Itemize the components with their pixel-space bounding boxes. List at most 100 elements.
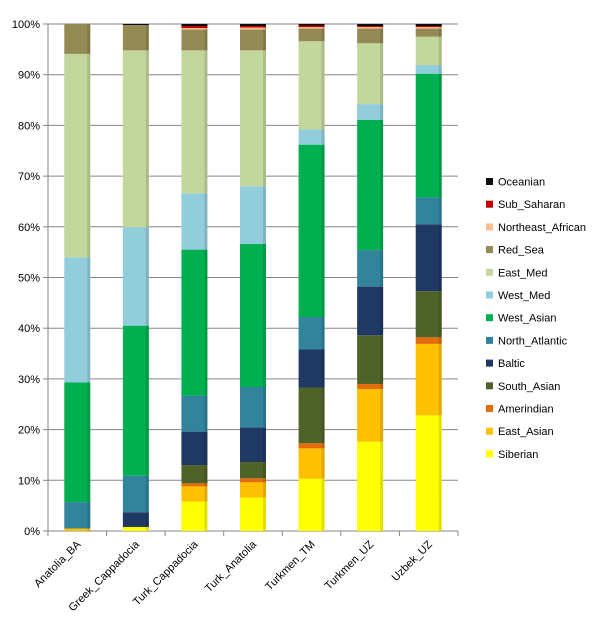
- bar-segment: [181, 28, 208, 30]
- bar-segment-shade: [263, 482, 266, 498]
- bar-segment: [181, 29, 208, 51]
- bar-segment: [122, 475, 149, 513]
- bar-segment: [122, 512, 149, 527]
- bar-segment: [122, 50, 149, 228]
- legend-label: East_Asian: [498, 426, 554, 438]
- bar-stack: [298, 24, 325, 531]
- legend-label: West_Med: [498, 290, 550, 302]
- legend-swatch: [486, 291, 493, 299]
- bar-segment-shade: [321, 478, 325, 531]
- bar-segment: [415, 27, 442, 29]
- legend-swatch: [486, 336, 493, 344]
- x-tick-label: Turk_Anatolia: [203, 538, 260, 595]
- legend-swatch: [486, 223, 493, 231]
- legend-item: Northeast_African: [486, 222, 586, 234]
- x-tick-label: Uzbek_UZ: [390, 538, 435, 583]
- bar-segment: [240, 244, 266, 388]
- bar-segment-shade: [438, 24, 442, 27]
- bar-segment: [240, 27, 266, 30]
- bar-segment: [415, 24, 442, 27]
- legend-item: East_Med: [486, 267, 548, 279]
- bar-segment-shade: [380, 27, 384, 29]
- bar-segment-shade: [263, 26, 266, 28]
- bar-segment-shade: [321, 144, 325, 318]
- legend-item: Oceanian: [486, 177, 545, 189]
- bar-segment-shade: [204, 29, 208, 51]
- bar-segment-shade: [438, 291, 442, 338]
- bar-segment-shade: [87, 382, 91, 503]
- legend-swatch: [486, 200, 493, 208]
- bar-segment-shade: [87, 24, 91, 54]
- bar-segment-shade: [380, 335, 384, 384]
- bar-segment: [64, 382, 91, 503]
- bar-stack: [415, 24, 442, 531]
- bar-segment: [240, 482, 266, 498]
- bar-segment: [357, 27, 384, 29]
- y-tick-label: 100%: [12, 19, 40, 31]
- legend-item: Sub_Saharan: [486, 199, 565, 211]
- bar-segment-shade: [145, 512, 149, 527]
- bar-segment-shade: [321, 387, 325, 444]
- bar-segment-shade: [438, 27, 442, 29]
- bar-segment-shade: [263, 24, 266, 27]
- bar-segment: [240, 26, 266, 28]
- bar-segment-shade: [263, 186, 266, 245]
- bar-segment: [357, 389, 384, 442]
- legend-label: Baltic: [498, 358, 525, 370]
- bar-segment-shade: [380, 43, 384, 105]
- bar-segment: [415, 73, 442, 198]
- bar-segment: [298, 478, 325, 531]
- bar-segment-shade: [263, 478, 266, 483]
- bar-segment: [298, 443, 325, 449]
- x-tick-label: Anatolia_BA: [32, 538, 84, 590]
- bar-segment-shade: [380, 383, 384, 390]
- bars: [64, 24, 442, 531]
- bar-segment-shade: [321, 129, 325, 145]
- bar-segment: [64, 53, 91, 258]
- bar-stack: [240, 24, 266, 531]
- bar-segment: [181, 24, 208, 27]
- legend-label: East_Med: [498, 267, 548, 279]
- bar-segment: [181, 26, 208, 29]
- axes: [43, 23, 459, 536]
- bar-segment: [122, 25, 149, 51]
- legend-label: Oceanian: [498, 177, 545, 189]
- bar-segment-shade: [204, 483, 208, 487]
- x-tick-label: Turk_Cappadocia: [131, 538, 201, 608]
- bar-segment: [298, 24, 325, 26]
- bar-segment: [122, 24, 149, 26]
- bar-segment-shade: [380, 28, 384, 44]
- bar-segment-shade: [321, 349, 325, 388]
- bar-segment: [240, 24, 266, 27]
- bar-segment-shade: [321, 25, 325, 28]
- bar-segment: [122, 227, 149, 326]
- bar-segment-shade: [263, 497, 266, 531]
- bar-segment-shade: [204, 486, 208, 502]
- bar-segment-shade: [438, 36, 442, 66]
- bar-segment-shade: [380, 24, 384, 27]
- bar-segment: [298, 349, 325, 388]
- legend-label: Northeast_African: [498, 222, 586, 234]
- bar-segment: [415, 291, 442, 338]
- bar-segment-shade: [380, 286, 384, 336]
- bar-segment: [357, 250, 384, 287]
- bar-segment-shade: [204, 193, 208, 250]
- x-tick-label: Turkmen_TM: [263, 539, 317, 593]
- bar-segment: [415, 65, 442, 74]
- bar-segment: [298, 448, 325, 479]
- bar-segment: [64, 24, 91, 54]
- bar-segment-shade: [263, 50, 266, 187]
- bar-segment-shade: [263, 29, 266, 51]
- bar-segment: [357, 28, 384, 44]
- bar-segment: [415, 337, 442, 344]
- x-tick-label: Turkmen_UZ: [323, 538, 377, 592]
- bar-stack: [357, 24, 384, 531]
- bar-segment: [181, 395, 208, 432]
- bar-segment-shade: [438, 224, 442, 292]
- bar-segment: [357, 104, 384, 120]
- bar-segment-shade: [204, 465, 208, 484]
- bar-segment: [357, 26, 384, 28]
- bar-segment: [181, 465, 208, 484]
- y-tick-labels: 0% 10% 20% 30% 40% 50% 60% 70% 80% 90% 100%: [12, 19, 40, 538]
